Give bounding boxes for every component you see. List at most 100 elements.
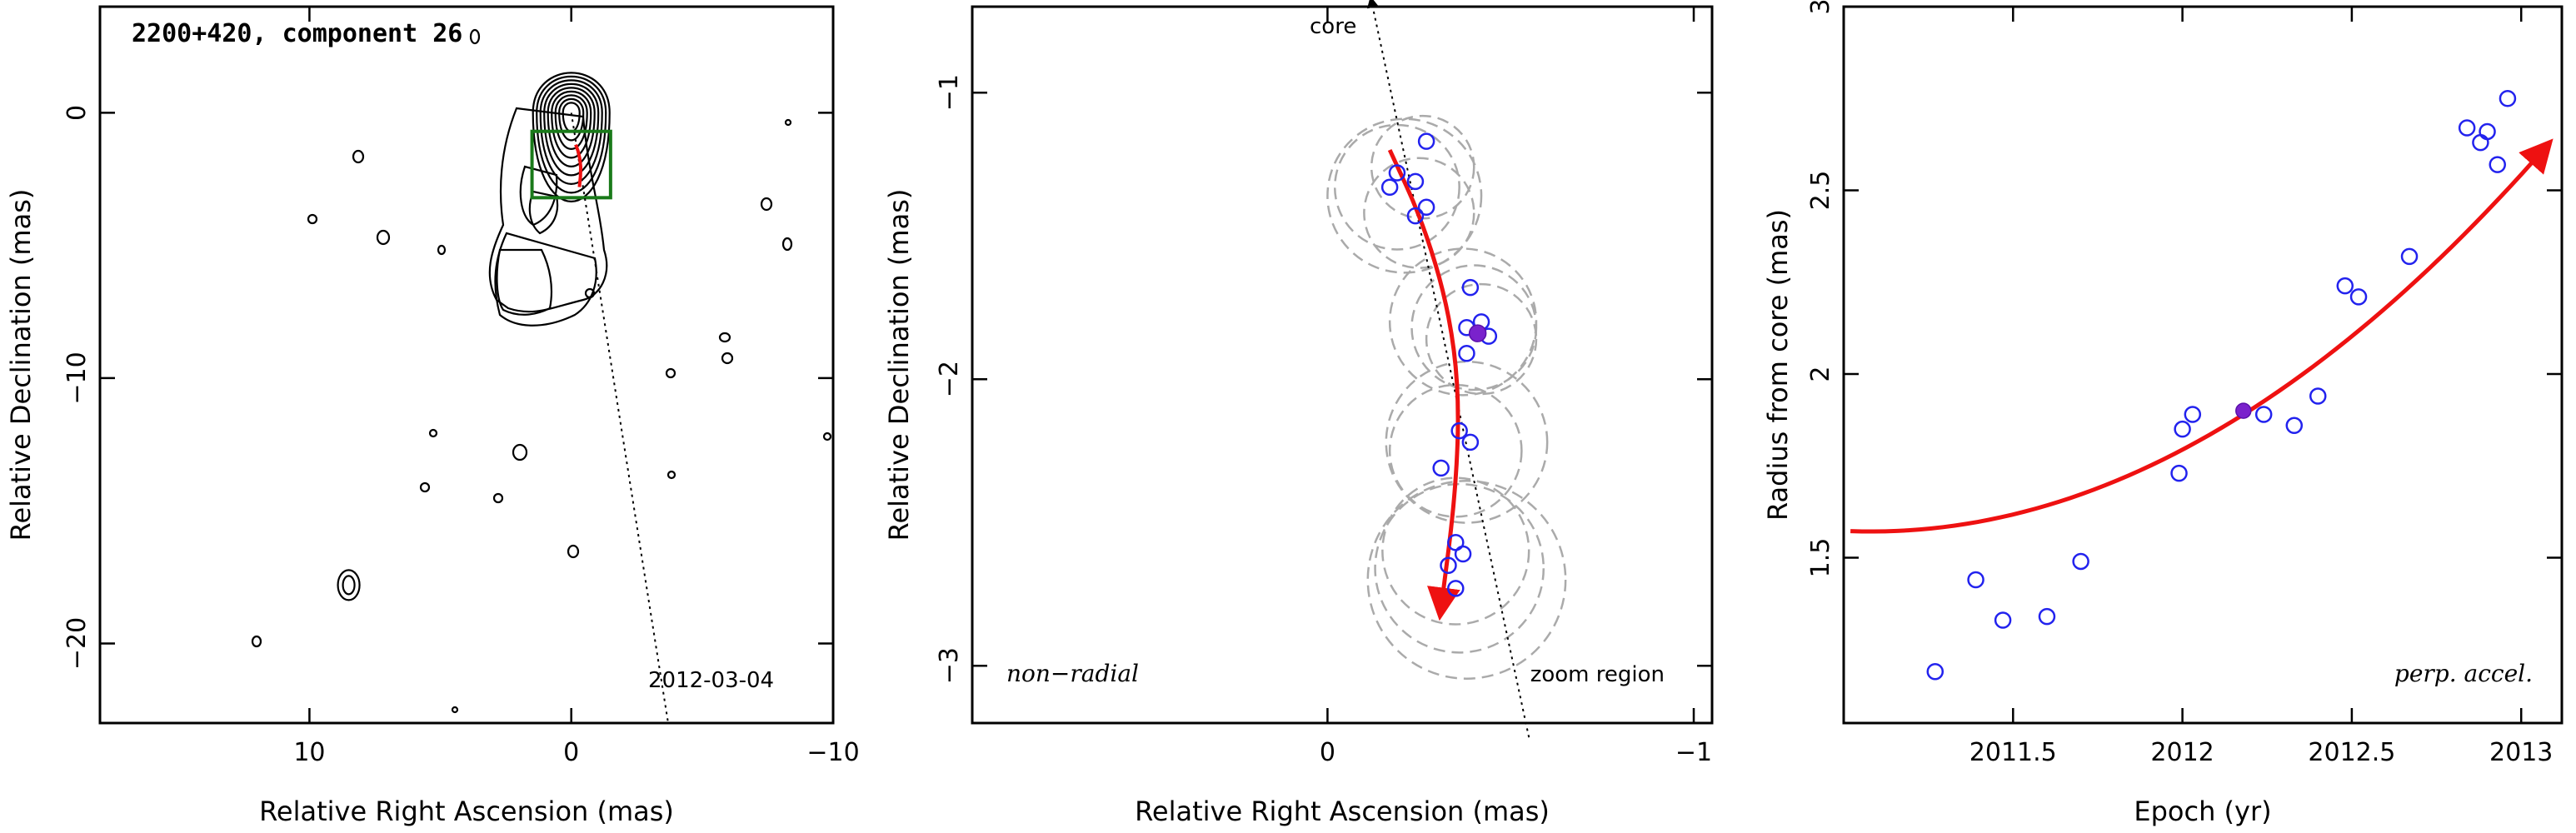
panel-3-ytick-label: 3 [1806, 0, 1835, 15]
panel-2-ytick-label: −2 [935, 361, 964, 397]
noise-contour [584, 287, 596, 299]
noise-contour [718, 332, 731, 343]
core-label: core [1310, 14, 1356, 39]
epoch-label: 2012-03-04 [648, 668, 774, 693]
radius-point [2472, 133, 2489, 152]
noise-contour [251, 635, 262, 648]
panel-3-frame [1842, 5, 2564, 725]
core-contour [532, 72, 611, 202]
radius-point [1967, 571, 1984, 589]
non-radial-label: non−radial [1006, 660, 1139, 687]
noise-contour [492, 492, 504, 504]
position-point [1461, 433, 1480, 451]
position-point [1388, 164, 1406, 182]
radius-point [2489, 156, 2506, 173]
radius-point [2479, 122, 2496, 141]
core-contour [536, 76, 607, 194]
panel-3-ylabel: Radius from core (mas) [1762, 209, 1794, 521]
panel-3-xtick-label: 2013 [2489, 738, 2553, 767]
position-point [1406, 172, 1425, 191]
jet-contour [496, 248, 553, 316]
jet-contour [528, 190, 559, 235]
panel-3-ticks: 2011.5 2012 2012.5 2013 1.5 2 2.5 3 [1806, 0, 2562, 767]
radius-point [2336, 277, 2354, 295]
panel-radius-epoch: 2011.5 2012 2012.5 2013 1.5 2 2.5 3 perp. accel… [1762, 0, 2564, 827]
core-contour [547, 87, 596, 167]
highlight-point [1468, 324, 1487, 342]
noise-contour [567, 544, 580, 559]
panel-1-ytick-label: −10 [62, 352, 92, 404]
noise-contour [437, 244, 447, 256]
noise-contour [822, 431, 832, 441]
noise-contour [307, 213, 318, 225]
core-direction-line [570, 112, 669, 724]
panel-3-ytick-label: 1.5 [1806, 538, 1835, 578]
radius-point [2038, 607, 2056, 626]
panel-2-ytick-label: −3 [935, 647, 964, 684]
radius-point [2170, 464, 2188, 482]
core-contour [554, 94, 588, 150]
acceleration-fit-arrow [1850, 138, 2554, 534]
radius-point [2309, 387, 2327, 405]
uncertainty-circle [1381, 476, 1530, 626]
panel-2-xtick-label: 0 [1320, 738, 1335, 767]
position-point [1432, 459, 1450, 477]
panel-1-xtick-label: 0 [563, 738, 579, 767]
position-point [1406, 207, 1425, 225]
position-point [1458, 344, 1475, 362]
component-track [574, 143, 583, 187]
jet-contour [494, 232, 597, 327]
noise-contour [665, 367, 676, 379]
position-point [1447, 580, 1465, 597]
panel-1-ylabel: Relative Declination (mas) [5, 189, 37, 541]
panel-1-ytick-label: 0 [62, 105, 92, 121]
core-contour [543, 83, 600, 177]
zoom-region-box [530, 129, 612, 200]
noise-contour [469, 28, 481, 45]
secondary-contour [342, 575, 356, 596]
radius-point [2174, 420, 2191, 438]
noise-contour [419, 481, 431, 493]
noise-contour [721, 352, 734, 365]
position-point [1450, 421, 1468, 440]
panel-2-frame [971, 5, 1714, 725]
panel-zoom-region: 0 −1 −1 −2 −3 core non−radial zoom region Re… [883, 0, 1714, 827]
noise-contour [451, 706, 459, 714]
radius-point [2254, 406, 2273, 423]
uncertainty-circle [1388, 247, 1538, 397]
panel-1-xlabel: Relative Right Ascension (mas) [259, 796, 674, 827]
core-contour [558, 98, 585, 142]
radius-point [1926, 663, 1944, 681]
uncertainty-circle [1374, 482, 1545, 654]
zoom-region-label: zoom region [1530, 662, 1665, 687]
radius-point [2400, 247, 2419, 266]
panel-3-xtick-label: 2012 [2150, 738, 2214, 767]
position-point [1454, 545, 1472, 563]
panel-3-ytick-label: 2.5 [1806, 171, 1835, 211]
panel-1-frame [98, 5, 835, 725]
position-point [1461, 278, 1480, 297]
uncertainty-circle [1366, 480, 1567, 680]
panel-1-title: 2200+420, component 26 [132, 19, 462, 48]
panel-2-ytick-label: −1 [935, 74, 964, 111]
uncertainty-circle [1333, 123, 1460, 251]
position-point [1417, 132, 1435, 150]
panel-2-ticks: 0 −1 −1 −2 −3 [935, 7, 1712, 767]
noise-contour [376, 229, 391, 246]
noise-contour [666, 470, 676, 480]
uncertainty-circle [1425, 282, 1538, 396]
component-positions [1380, 132, 1498, 597]
radius-point [2499, 90, 2517, 107]
panel-1-ticks: 10 0 −10 0 −10 −20 [62, 7, 860, 767]
position-point [1380, 178, 1399, 196]
uncertainty-circle [1326, 117, 1483, 274]
uncertainty-circle [1388, 383, 1523, 518]
uncertainty-circles [1326, 114, 1567, 680]
noise-contour [760, 197, 773, 212]
highlight-point [2235, 402, 2252, 419]
perp-accel-label: perp. accel. [2394, 660, 2533, 687]
panel-3-xtick-label: 2011.5 [1969, 738, 2057, 767]
contour-map [251, 28, 832, 714]
panel-1-ytick-label: −20 [62, 617, 92, 670]
